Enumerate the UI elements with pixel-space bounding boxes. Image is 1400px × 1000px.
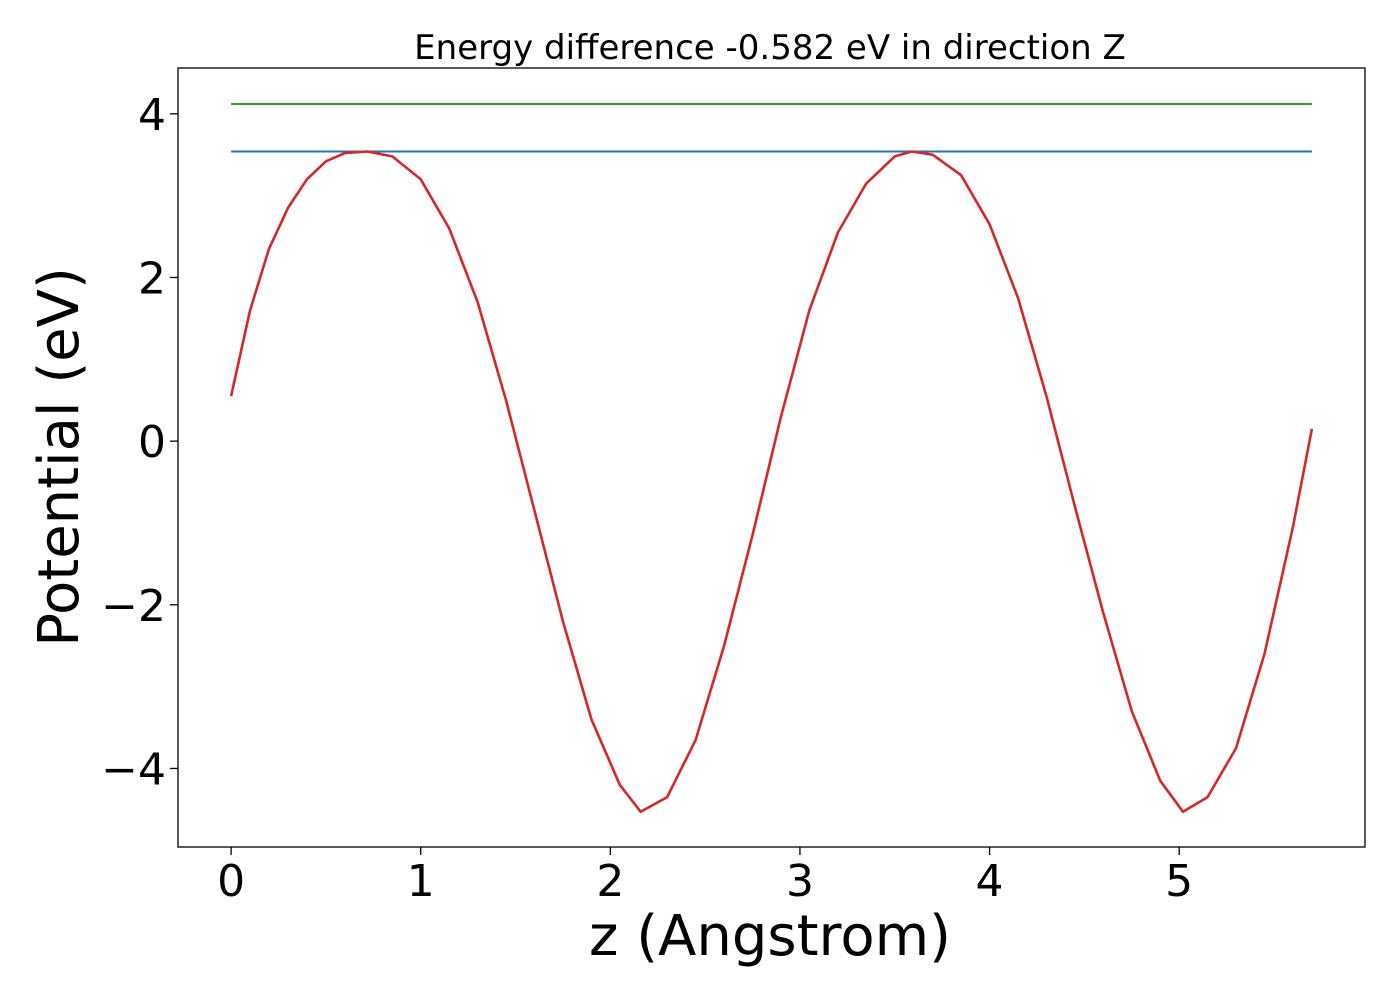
x-tick-label: 0 (217, 856, 245, 907)
series-line-3 (229, 150, 1314, 814)
plot-series (229, 103, 1314, 814)
y-tick-label: −2 (101, 581, 166, 632)
y-tick-label: −4 (101, 744, 166, 795)
chart-title: Energy difference -0.582 eV in direction… (414, 28, 1126, 68)
x-axis: 0 1 2 3 4 5 (217, 847, 1193, 907)
x-tick-label: 2 (596, 856, 624, 907)
x-tick-label: 3 (786, 856, 814, 907)
y-tick-label: 0 (138, 417, 166, 468)
y-tick-label: 4 (138, 90, 166, 141)
x-tick-label: 4 (976, 856, 1004, 907)
x-tick-label: 1 (407, 856, 435, 907)
plot-frame (177, 67, 1366, 848)
y-axis: −4 −2 0 2 4 (101, 90, 178, 795)
x-axis-label: z (Angstrom) (589, 904, 951, 969)
y-axis-label: Potential (eV) (27, 267, 92, 647)
x-tick-label: 5 (1165, 856, 1193, 907)
y-tick-label: 2 (138, 253, 166, 304)
